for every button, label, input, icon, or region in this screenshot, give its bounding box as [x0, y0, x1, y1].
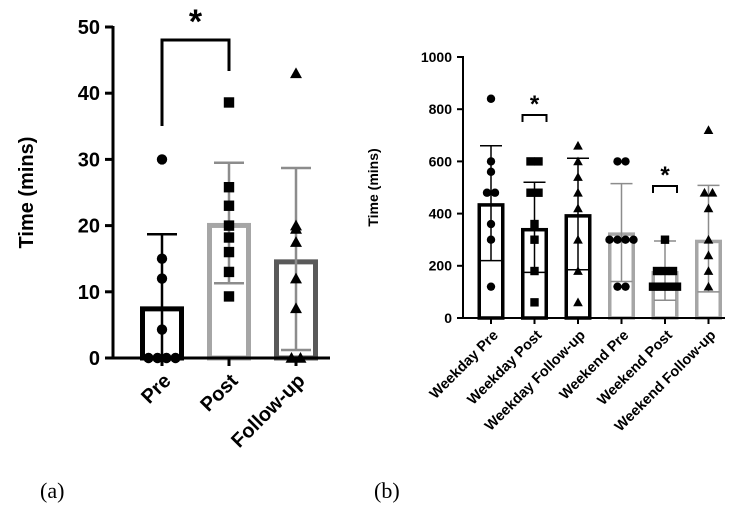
data-point	[156, 253, 168, 264]
data-point	[530, 298, 539, 307]
data-point	[660, 266, 670, 276]
data-point	[486, 94, 496, 103]
data-point	[621, 157, 630, 166]
data-point	[290, 236, 302, 247]
data-point	[668, 266, 678, 276]
data-point	[156, 154, 168, 165]
y-tick-label: 800	[429, 101, 453, 117]
data-point	[223, 266, 235, 278]
data-point	[223, 232, 235, 243]
x-category-label: Weekday Post	[465, 327, 546, 408]
data-point	[573, 266, 583, 275]
data-point	[223, 291, 235, 302]
y-tick-label: 600	[429, 153, 453, 169]
data-point	[648, 282, 658, 291]
data-point	[490, 188, 500, 197]
y-tick-label: 0	[89, 348, 100, 370]
significance-bracket	[521, 114, 548, 122]
data-point	[703, 234, 714, 244]
data-point	[613, 282, 622, 291]
data-point	[573, 234, 583, 244]
data-point	[613, 235, 622, 244]
significance-star: *	[660, 162, 670, 189]
significance-bracket	[160, 38, 231, 126]
data-point	[573, 297, 583, 307]
data-point	[703, 203, 714, 213]
data-point	[573, 140, 583, 150]
data-point	[486, 167, 496, 177]
data-point	[703, 250, 714, 260]
data-point	[573, 172, 583, 181]
data-point	[672, 282, 682, 291]
y-tick-label: 20	[78, 216, 100, 238]
data-point	[156, 273, 168, 284]
panel-b-label: (b)	[374, 478, 400, 503]
data-point	[290, 272, 302, 284]
y-tick-label: 400	[429, 206, 453, 222]
data-point	[223, 97, 235, 108]
significance-star: *	[530, 91, 540, 118]
data-point	[629, 235, 638, 244]
data-point	[707, 187, 718, 197]
data-point	[530, 266, 539, 276]
y-tick-label: 40	[78, 83, 100, 105]
data-point	[656, 282, 666, 291]
data-point	[526, 157, 535, 166]
y-tick-label: 200	[429, 258, 453, 274]
data-point	[621, 282, 630, 291]
y-tick-label: 0	[444, 310, 452, 326]
y-tick-label: 50	[78, 17, 100, 39]
significance-bracket	[652, 185, 678, 193]
data-point	[703, 125, 714, 134]
data-point	[530, 219, 539, 229]
x-category-label: Weekend Post	[595, 327, 676, 408]
data-point	[573, 203, 583, 213]
data-point	[621, 235, 630, 244]
data-point	[605, 235, 614, 244]
y-tick-label: 1000	[421, 49, 452, 65]
data-point	[223, 182, 235, 193]
data-point	[156, 324, 168, 335]
data-point	[573, 187, 583, 197]
data-point	[290, 302, 302, 314]
data-point	[482, 188, 492, 197]
data-point	[703, 281, 714, 291]
data-point	[699, 187, 710, 197]
data-point	[486, 219, 496, 229]
y-axis-title: Time (mins)	[365, 148, 381, 226]
data-point	[613, 157, 622, 166]
data-point	[486, 235, 496, 244]
data-point	[223, 220, 235, 231]
data-point	[486, 157, 496, 166]
data-point	[290, 219, 302, 231]
data-point	[534, 188, 543, 197]
data-point	[530, 235, 539, 244]
data-point	[703, 266, 714, 275]
y-tick-label: 30	[78, 149, 100, 171]
data-point	[223, 200, 235, 211]
panel-a-label: (a)	[40, 478, 64, 503]
data-point	[534, 157, 543, 166]
data-point	[573, 156, 583, 166]
data-point	[526, 188, 535, 197]
data-point	[652, 266, 662, 276]
data-point	[664, 282, 674, 291]
y-tick-label: 10	[78, 282, 100, 304]
x-category-label: Post	[196, 370, 242, 416]
x-category-label: Pre	[137, 370, 175, 408]
data-point	[486, 282, 496, 291]
y-axis-title: Time (mins)	[16, 137, 38, 249]
significance-star: *	[189, 3, 203, 41]
data-point	[223, 246, 235, 258]
x-category-label: Follow-up	[227, 370, 309, 452]
data-point	[290, 67, 302, 79]
data-point	[660, 235, 670, 244]
